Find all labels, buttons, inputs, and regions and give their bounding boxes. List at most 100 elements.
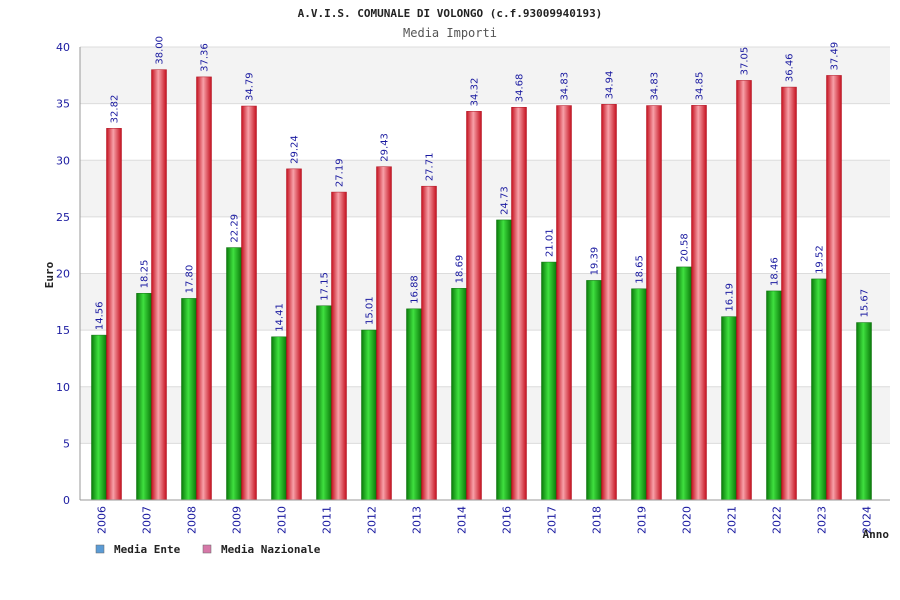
data-label: 17.15 [320, 272, 331, 301]
data-label: 18.25 [140, 260, 151, 289]
data-label: 27.71 [425, 153, 436, 182]
x-tick-label: 2022 [771, 506, 784, 534]
data-label: 16.88 [410, 275, 421, 304]
x-tick-label: 2021 [726, 506, 739, 534]
data-label: 14.56 [95, 301, 106, 330]
bar-media-ente [316, 305, 332, 501]
data-label: 16.19 [725, 283, 736, 312]
y-tick-label: 30 [56, 154, 70, 167]
bar-media-ente [406, 308, 422, 501]
y-tick-label: 25 [56, 211, 70, 224]
y-tick-label: 15 [56, 324, 70, 337]
legend-label-media-ente: Media Ente [114, 543, 181, 556]
x-tick-label: 2011 [321, 506, 334, 534]
y-tick-label: 10 [56, 381, 70, 394]
data-label: 37.49 [830, 42, 841, 71]
data-label: 36.46 [785, 53, 796, 82]
data-label: 18.46 [770, 257, 781, 286]
bar-media-nazionale [331, 191, 347, 501]
bar-media-nazionale [736, 80, 752, 501]
bar-media-nazionale [511, 106, 527, 501]
x-tick-label: 2019 [636, 506, 649, 534]
bar-media-ente [721, 316, 737, 501]
bar-media-ente [856, 322, 872, 501]
bar-media-nazionale [556, 105, 572, 501]
bar-media-nazionale [151, 69, 167, 501]
bar-media-ente [136, 293, 152, 501]
bar-media-ente [811, 278, 827, 501]
x-tick-label: 2013 [411, 506, 424, 534]
bar-media-ente [766, 290, 782, 501]
y-tick-label: 20 [56, 268, 70, 281]
bar-media-nazionale [286, 168, 302, 501]
x-tick-label: 2008 [186, 506, 199, 534]
data-label: 29.43 [380, 133, 391, 162]
data-label: 15.67 [860, 289, 871, 318]
plot-band [80, 273, 890, 331]
bar-media-ente [271, 336, 287, 501]
legend-swatch-media-nazionale [202, 544, 212, 554]
data-label: 34.83 [650, 72, 661, 101]
data-label: 34.85 [695, 72, 706, 101]
data-label: 34.68 [515, 74, 526, 103]
bar-media-nazionale [601, 104, 617, 501]
bar-media-ente [361, 329, 377, 501]
data-label: 19.39 [590, 247, 601, 276]
bar-media-nazionale [196, 76, 212, 501]
x-axis-ticks: 2006 2007 2008 2009 2010 2011 2012 2013 2014 2016… [96, 506, 874, 534]
bar-media-ente [676, 266, 692, 501]
bar-media-ente [586, 280, 602, 501]
bar-media-nazionale [421, 185, 437, 501]
bar-media-ente [451, 288, 467, 501]
data-label: 27.19 [335, 158, 346, 187]
legend-label-media-nazionale: Media Nazionale [221, 543, 321, 556]
y-tick-label: 5 [63, 437, 70, 450]
data-label: 34.83 [560, 72, 571, 101]
bar-media-nazionale [646, 105, 662, 501]
bar-media-nazionale [466, 111, 482, 501]
x-tick-label: 2010 [276, 506, 289, 534]
y-axis-label: Euro [43, 261, 56, 288]
data-label: 29.24 [290, 135, 301, 164]
data-label: 34.32 [470, 78, 481, 107]
y-tick-label: 35 [56, 98, 70, 111]
data-label: 38.00 [155, 36, 166, 65]
plot-band [80, 330, 890, 387]
bar-media-nazionale [781, 86, 797, 501]
data-label: 32.82 [110, 95, 121, 124]
data-label: 15.01 [365, 296, 376, 325]
x-tick-label: 2024 [861, 506, 874, 534]
y-tick-label: 0 [63, 494, 70, 507]
bar-media-nazionale [691, 105, 707, 501]
x-tick-label: 2006 [96, 506, 109, 534]
data-label: 37.05 [740, 47, 751, 76]
data-label: 20.58 [680, 233, 691, 262]
data-label: 17.80 [185, 265, 196, 294]
data-label: 19.52 [815, 245, 826, 274]
plot-band [80, 160, 890, 217]
x-tick-label: 2020 [681, 506, 694, 534]
plot-band [80, 103, 890, 161]
data-label: 34.94 [605, 71, 616, 100]
x-tick-label: 2009 [231, 506, 244, 534]
bar-media-ente [631, 288, 647, 501]
data-label: 18.65 [635, 255, 646, 284]
x-tick-label: 2023 [816, 506, 829, 534]
data-label: 18.69 [455, 255, 466, 284]
bar-media-nazionale [376, 166, 392, 501]
bar-media-nazionale [826, 75, 842, 501]
data-label: 14.41 [275, 303, 286, 332]
bar-media-ente [541, 261, 557, 501]
plot-band [80, 47, 890, 104]
x-tick-label: 2018 [591, 506, 604, 534]
x-tick-label: 2012 [366, 506, 379, 534]
bar-media-ente [496, 219, 512, 501]
plot-band [80, 443, 890, 500]
chart-title: A.V.I.S. COMUNALE DI VOLONGO (c.f.930099… [298, 7, 603, 20]
x-tick-label: 2016 [501, 506, 514, 534]
data-label: 22.29 [230, 214, 241, 243]
legend-swatch-media-ente [95, 544, 105, 554]
data-labels: 14.56 32.82 18.25 38.00 17.80 37.36 22.29 34.79… [95, 36, 871, 332]
data-label: 24.73 [500, 186, 511, 215]
